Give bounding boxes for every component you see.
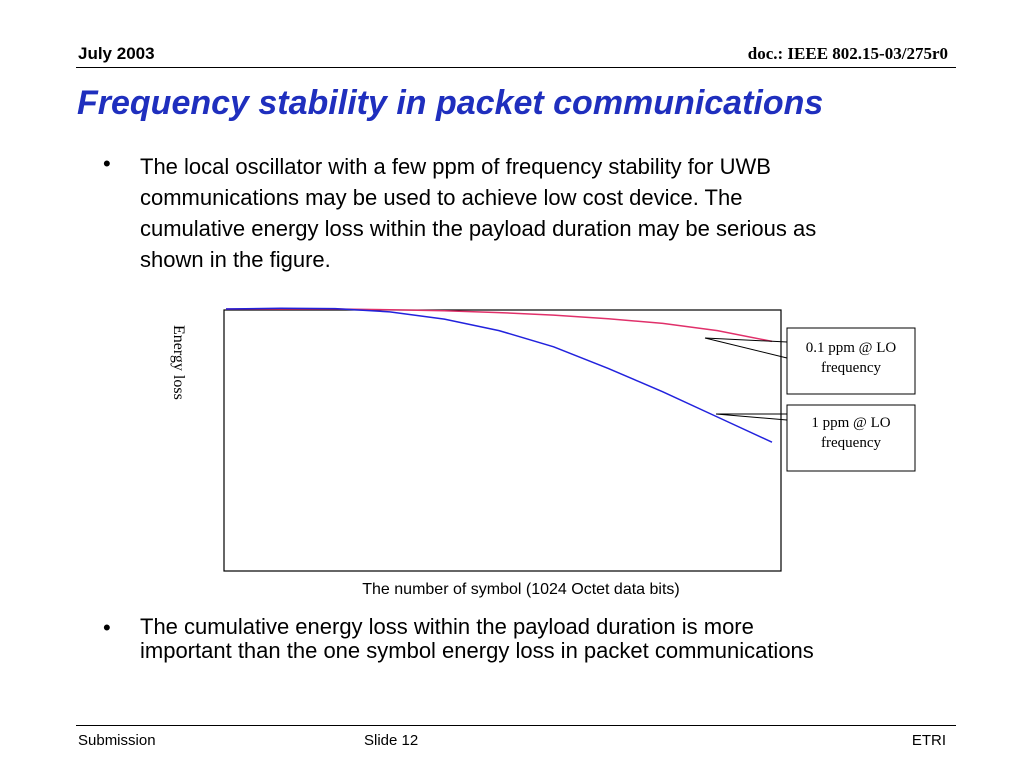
- bullet-1-line-1: The local oscillator with a few ppm of f…: [140, 154, 771, 179]
- series-line-1ppm: [225, 307, 773, 443]
- footer-org: ETRI: [911, 732, 946, 749]
- annotation-box-1ppm: [786, 404, 916, 472]
- callout-line-0-1ppm-b: [704, 337, 788, 359]
- bullet-marker-2: •: [103, 615, 111, 640]
- slide-title: Frequency stability in packet communicat…: [77, 84, 824, 122]
- annotation-0-1ppm-line1: 0.1 ppm @ LO: [806, 340, 897, 356]
- annotation-box-0-1ppm: [786, 327, 916, 395]
- annotation-1ppm-line2: frequency: [821, 435, 881, 451]
- bullet-1-line-4: shown in the figure.: [140, 247, 331, 272]
- footer-submission: Submission: [78, 732, 156, 749]
- footer-slide-number: Slide 12: [364, 732, 419, 749]
- series-line-0-1ppm: [226, 308, 773, 343]
- annotation-1ppm-line1: 1 ppm @ LO: [811, 415, 890, 431]
- footer-rule: [76, 725, 956, 726]
- bullet-text-2: The cumulative energy loss within the pa…: [140, 615, 960, 663]
- plot-frame: [223, 309, 782, 572]
- bullet-2-line-2: important than the one symbol energy los…: [140, 638, 814, 663]
- annotation-0-1ppm-line2: frequency: [821, 360, 881, 376]
- callout-line-0-1ppm-a: [704, 337, 788, 343]
- callout-line-1ppm-b: [715, 413, 788, 421]
- y-axis-label: Energy loss: [170, 325, 187, 400]
- header-doc-id: doc.: IEEE 802.15-03/275r0: [747, 44, 948, 63]
- bullet-1-line-3: cumulative energy loss within the payloa…: [140, 216, 817, 241]
- x-axis-label: The number of symbol (1024 Octet data bi…: [362, 581, 679, 598]
- bullet-1-line-2: communications may be used to achieve lo…: [140, 185, 743, 210]
- header-rule: [76, 67, 956, 68]
- header-date: July 2003: [78, 44, 155, 63]
- bullet-marker-1: •: [103, 151, 111, 176]
- bullet-text-1: The local oscillator with a few ppm of f…: [140, 151, 940, 275]
- bullet-2-line-1: The cumulative energy loss within the pa…: [140, 614, 754, 639]
